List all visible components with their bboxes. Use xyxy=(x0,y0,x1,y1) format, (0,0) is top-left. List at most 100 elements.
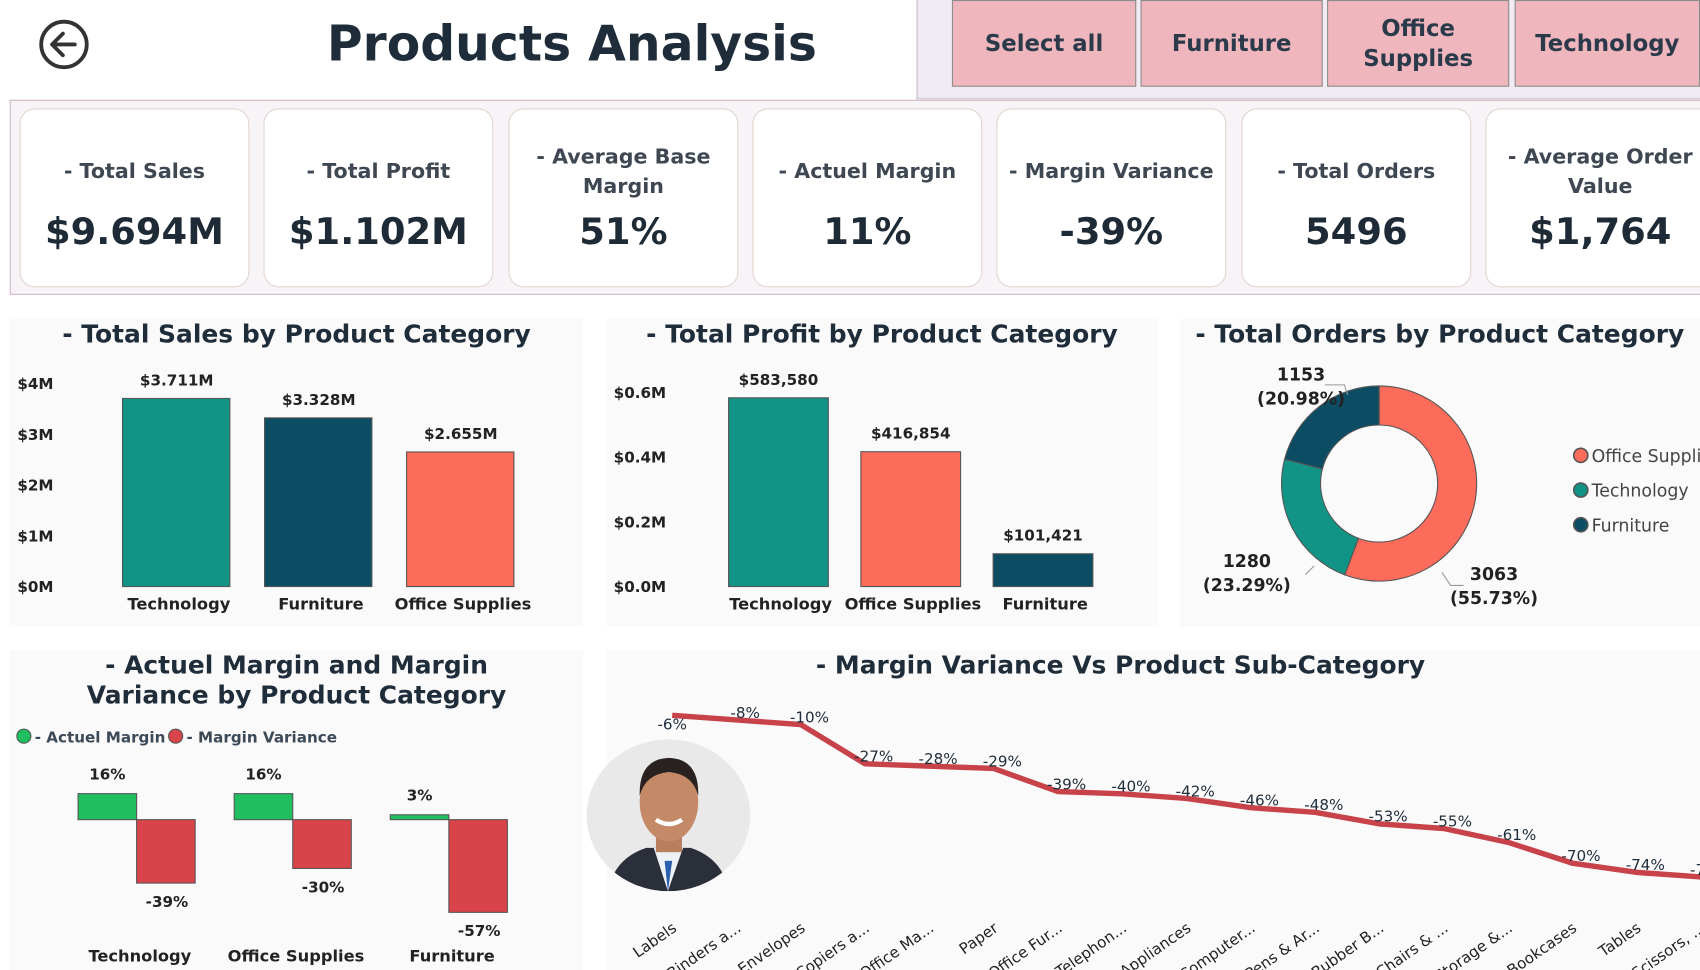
donut-slice xyxy=(1344,385,1478,582)
legend-label: Furniture xyxy=(1592,516,1670,536)
x-tick-label: Office Supplies xyxy=(845,594,982,613)
page-title: Products Analysis xyxy=(326,15,817,73)
x-tick-label: Technology xyxy=(88,947,191,966)
y-tick-label: $1M xyxy=(17,527,53,545)
data-label: -10% xyxy=(790,708,829,726)
kpi-value: 5496 xyxy=(1305,209,1408,254)
kpi-card: - Total Orders 5496 xyxy=(1241,108,1472,288)
x-tick-label: Telephon... xyxy=(1052,919,1130,970)
x-tick-label: Paper xyxy=(956,918,1002,958)
data-label: -40% xyxy=(1111,778,1150,796)
data-label: -70% xyxy=(1561,847,1600,865)
kpi-card: - Total Profit $1.102M xyxy=(263,108,494,288)
bar xyxy=(264,417,373,588)
y-tick-label: $0.4M xyxy=(614,449,666,467)
x-tick-label: Furniture xyxy=(278,594,363,613)
data-label: -29% xyxy=(983,752,1022,770)
bar-actuel-margin xyxy=(77,793,138,821)
bar xyxy=(992,553,1094,588)
kpi-value: $1,764 xyxy=(1529,209,1672,254)
data-label: -53% xyxy=(1369,808,1408,826)
leader-line xyxy=(1304,565,1315,576)
legend-label: - Margin Variance xyxy=(186,729,337,747)
legend-marker xyxy=(168,728,184,744)
bar-margin-variance xyxy=(448,819,508,913)
bar-actuel-margin xyxy=(389,814,450,821)
slicer-select-all[interactable]: Select all xyxy=(951,0,1137,87)
kpi-value: 51% xyxy=(579,209,668,254)
kpi-title: - Average Order Value xyxy=(1507,144,1693,198)
arrow-left-circle-icon xyxy=(39,19,89,70)
author-photo xyxy=(586,739,751,892)
kpi-value: $1.102M xyxy=(288,209,468,254)
back-button[interactable] xyxy=(38,18,89,70)
data-label: -74% xyxy=(1626,856,1665,874)
chart-title: - Total Profit by Product Category xyxy=(646,320,1118,350)
legend-marker xyxy=(1572,482,1589,498)
y-tick-label: $0.2M xyxy=(614,513,666,531)
data-label: $3.711M xyxy=(140,371,214,389)
x-tick-label: Office Ma... xyxy=(856,919,937,970)
chart-title: - Actuel Margin and Margin Variance by P… xyxy=(86,651,507,711)
y-tick-label: $2M xyxy=(17,477,53,495)
x-tick-label: Office Supplies xyxy=(228,947,365,966)
y-tick-label: $0.0M xyxy=(614,578,666,596)
y-tick-label: $3M xyxy=(17,426,53,444)
data-label: $101,421 xyxy=(1003,527,1083,545)
data-label: 1280 xyxy=(1223,552,1271,572)
data-label: -55% xyxy=(1433,812,1472,830)
y-tick-label: $0.6M xyxy=(614,384,666,402)
bar-margin-variance xyxy=(136,819,196,884)
x-tick-label: Labels xyxy=(630,919,680,962)
kpi-title: - Margin Variance xyxy=(1008,159,1214,184)
data-label: -6% xyxy=(657,715,687,733)
x-tick-label: Bookcases xyxy=(1504,919,1580,970)
kpi-title: - Total Orders xyxy=(1277,159,1436,184)
chart-title: - Total Orders by Product Category xyxy=(1195,320,1685,350)
donut-slice xyxy=(1283,385,1380,470)
data-label: 16% xyxy=(245,766,281,784)
legend-label: Technology xyxy=(1591,482,1689,502)
kpi-title: - Average Base Margin xyxy=(536,144,711,198)
data-label: 3063 xyxy=(1470,565,1518,585)
data-label: -8% xyxy=(730,704,760,722)
kpi-title: - Actuel Margin xyxy=(778,159,957,184)
kpi-value: -39% xyxy=(1059,209,1164,254)
kpi-card: - Average Base Margin 51% xyxy=(508,108,739,288)
x-tick-label: Envelopes xyxy=(734,919,808,970)
y-tick-label: $0M xyxy=(17,578,53,596)
person-portrait-icon xyxy=(608,757,729,892)
slicer-office-supplies[interactable]: Office Supplies xyxy=(1327,0,1510,87)
slicer-furniture[interactable]: Furniture xyxy=(1140,0,1323,87)
data-label: -42% xyxy=(1176,782,1215,800)
kpi-card: - Average Order Value $1,764 xyxy=(1485,108,1700,288)
x-tick-label: Copiers a... xyxy=(792,919,873,970)
x-tick-label: Furniture xyxy=(1002,594,1087,613)
slicer-technology[interactable]: Technology xyxy=(1514,0,1700,87)
data-label: 1153 xyxy=(1277,366,1325,386)
line-series xyxy=(672,712,1700,880)
donut-slice xyxy=(1280,458,1360,576)
chart-title: - Total Sales by Product Category xyxy=(62,320,531,350)
data-label: -46% xyxy=(1240,792,1279,810)
x-tick-label: Furniture xyxy=(409,947,494,966)
bar xyxy=(728,397,829,588)
bar xyxy=(860,451,962,588)
bar-margin-variance xyxy=(292,819,352,869)
data-label: $2.655M xyxy=(424,425,498,443)
data-label: -39% xyxy=(1047,775,1086,793)
x-tick-label: Tables xyxy=(1595,919,1645,961)
x-tick-label: Binders a... xyxy=(664,919,745,970)
data-label: 3% xyxy=(407,787,433,805)
data-label: -61% xyxy=(1497,826,1536,844)
kpi-card: - Total Sales $9.694M xyxy=(19,108,250,288)
legend-marker xyxy=(16,728,32,744)
bar-actuel-margin xyxy=(233,793,294,821)
kpi-card: - Margin Variance -39% xyxy=(996,108,1227,288)
data-label: -28% xyxy=(918,750,957,768)
x-tick-label: Technology xyxy=(729,594,832,613)
data-label: -27% xyxy=(854,748,893,766)
x-tick-label: Pens & Ar... xyxy=(1242,919,1323,970)
x-tick-label: Technology xyxy=(127,594,230,613)
